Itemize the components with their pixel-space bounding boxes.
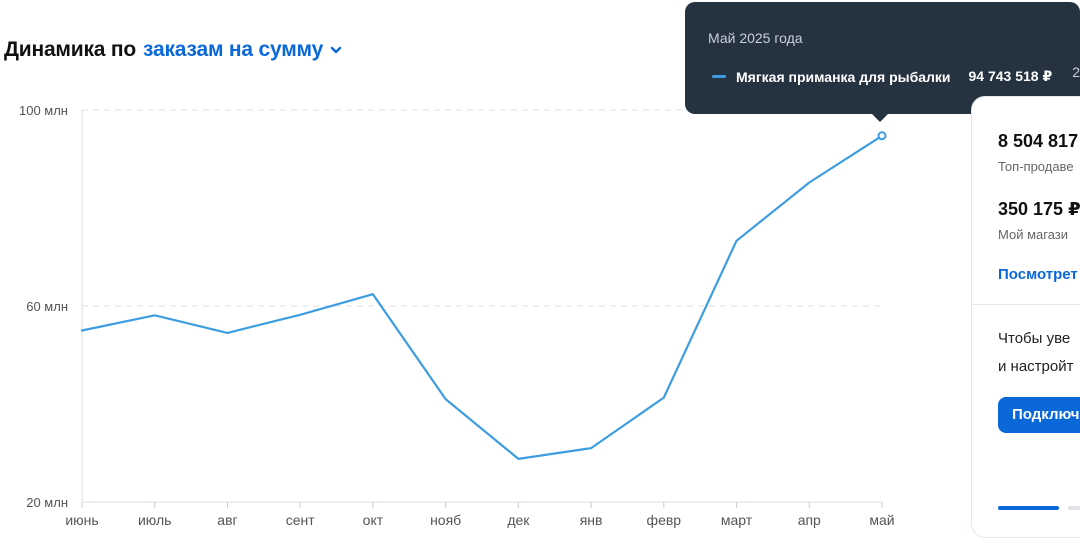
x-tick-label: нояб <box>430 512 461 528</box>
tooltip-series-row: Мягкая приманка для рыбалки 94 743 518 ₽ <box>712 68 1052 85</box>
x-tick-label: авг <box>217 512 237 528</box>
metric-dropdown[interactable]: заказам на сумму <box>143 38 343 62</box>
x-tick-label: март <box>721 512 753 528</box>
x-tick-label: янв <box>580 512 603 528</box>
metric-dropdown-label: заказам на сумму <box>143 38 324 61</box>
x-tick-label: апр <box>798 512 821 528</box>
x-tick-label: окт <box>363 512 384 528</box>
tooltip-date: Май 2025 года <box>708 30 803 46</box>
tooltip-series-name: Мягкая приманка для рыбалки <box>736 68 951 85</box>
side-value-my-shop: 350 175 ₽ <box>998 199 1080 219</box>
chart-tooltip: Май 2025 года Мягкая приманка для рыбалк… <box>685 2 1080 122</box>
carousel-indicator[interactable] <box>1068 506 1080 510</box>
series-line <box>80 134 884 460</box>
divider <box>972 304 1080 305</box>
side-caption-top-sellers: Топ-продаве <box>998 159 1074 174</box>
x-tick-label: февр <box>647 512 682 528</box>
chart-series <box>80 131 887 460</box>
y-tick-label: 60 млн <box>26 299 68 314</box>
x-tick-label: сент <box>286 512 316 528</box>
promo-text-line-2: и настройт <box>998 358 1074 375</box>
chart-grid <box>82 109 882 307</box>
x-tick-label: июль <box>138 512 171 528</box>
series-swatch <box>712 75 726 78</box>
chart-axes: 100 млн 60 млн 20 млн июнь июль авг сент окт ноя… <box>19 103 895 528</box>
heading-prefix: Динамика по <box>4 38 137 61</box>
promo-text-line-1: Чтобы уве <box>998 330 1071 347</box>
carousel-indicator-active[interactable] <box>998 506 1059 510</box>
tooltip-extra: 2 <box>1072 64 1080 80</box>
view-link[interactable]: Посмотрет <box>998 266 1078 283</box>
x-tick-label: дек <box>507 512 530 528</box>
y-tick-label: 20 млн <box>26 495 68 510</box>
chart-heading: Динамика по заказам на сумму <box>4 38 343 62</box>
tooltip-value: 94 743 518 ₽ <box>968 68 1053 84</box>
tooltip-pointer <box>871 113 889 122</box>
side-value-top-sellers: 8 504 817 <box>998 131 1079 151</box>
side-caption-my-shop: Мой магази <box>998 227 1069 242</box>
highlight-point <box>877 131 887 141</box>
x-tick-label: июнь <box>65 512 98 528</box>
x-tick-label: май <box>869 512 894 528</box>
chevron-down-icon <box>330 46 342 54</box>
y-tick-label: 100 млн <box>19 103 68 118</box>
connect-button[interactable]: Подключ <box>998 397 1080 433</box>
side-card: 8 504 817 Топ-продаве 350 175 ₽ Мой мага… <box>971 96 1080 538</box>
